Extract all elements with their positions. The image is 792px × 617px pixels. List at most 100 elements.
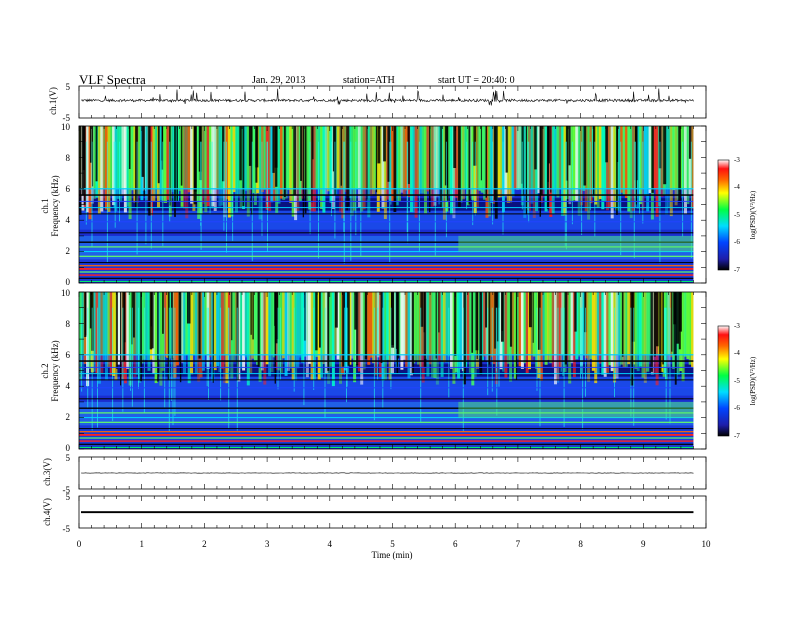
ch1-spec-dark-streak	[311, 126, 312, 202]
ch2-spec-dark-streak	[120, 292, 121, 385]
ch1-spec-sferic-streak	[360, 142, 361, 257]
ch2-spec-narrowband-line	[79, 379, 693, 380]
ch1-spec-dark-streak	[305, 126, 307, 213]
x-tick-label-10: 10	[702, 539, 712, 549]
ch1-spec-dark-streak	[242, 126, 244, 206]
x-tick-label-2: 2	[202, 539, 207, 549]
ch1-spec-dark-streak	[550, 126, 551, 193]
ch1-cb-tick-m7: -7	[734, 266, 740, 274]
ch1-spec-narrowband-line	[79, 194, 693, 196]
ch1-cb-tick-m4: -4	[734, 183, 740, 191]
x-tick-label-0: 0	[77, 539, 82, 549]
ch1-channel-label: ch.1	[40, 198, 50, 213]
ch1-colorbar-label: log(PSD)(V²/Hz)	[749, 190, 757, 239]
ch1-spec-sferic-streak	[200, 142, 201, 226]
ch1-spec-dark-streak	[96, 126, 98, 181]
ch1-spec-dark-streak	[83, 126, 85, 170]
ch1-spec-narrowband-line	[79, 278, 693, 279]
ch1-spec-sferic-streak	[407, 142, 408, 244]
ch1-spec-late-band	[458, 236, 693, 252]
ch2-spec-sferic-streak	[496, 308, 497, 372]
ch2-spec-dark-streak	[213, 292, 214, 383]
ch2-spec-dark-streak	[335, 292, 338, 328]
ch1-spec-dark-streak	[678, 126, 681, 203]
ch1-spec-narrowband-line	[79, 281, 693, 282]
ch2-spec-sferic-streak	[313, 308, 314, 390]
x-tick-label-6: 6	[453, 539, 458, 549]
ch1-spec-dark-streak	[129, 126, 131, 169]
ch1-spectrogram-panel: ch.1 Frequency (kHz) 10 8 6 4 2 0	[40, 122, 706, 287]
ch1-spec-dark-streak	[144, 126, 145, 196]
ch1-spec-dark-streak	[90, 126, 92, 163]
ch1-spec-dark-streak	[239, 126, 242, 180]
ch1-spec-dark-streak	[651, 126, 653, 193]
ch2-spec-sferic-streak	[237, 308, 238, 431]
ch1-frequency-ylabel: Frequency (kHz)	[50, 175, 60, 236]
ch1-spec-sferic-streak	[162, 142, 163, 246]
ch1-spec-sferic-streak	[114, 142, 115, 208]
x-tick-label-9: 9	[641, 539, 646, 549]
start-time-label: start UT = 20:40: 0	[438, 75, 515, 86]
ch2-spec-sferic-streak	[280, 308, 281, 380]
ch1-spec-dark-streak	[486, 126, 488, 198]
ch1-spec-dark-streak	[534, 126, 537, 169]
ch1-spec-sferic-streak	[212, 142, 213, 209]
ch1-spec-dark-streak	[663, 126, 666, 184]
ch2-cb-tick-m6: -6	[734, 404, 740, 412]
ch2-spec-dark-streak	[365, 292, 367, 359]
ch2-spec-dark-streak	[319, 292, 321, 348]
x-tick-label-8: 8	[578, 539, 583, 549]
ch2-spec-sferic-streak	[390, 308, 391, 389]
ch2-spec-dark-streak	[679, 292, 681, 349]
ch2-spec-dark-streak	[654, 292, 656, 357]
date-label: Jan. 29, 2013	[252, 75, 305, 86]
ch3-waveform-ylabel: ch.3(V)	[42, 458, 52, 486]
ch2-spec-dark-streak	[354, 292, 357, 330]
ch1-spec-sferic-streak	[318, 142, 319, 259]
ch1-freq-tick-0: 0	[66, 277, 71, 287]
ch4-ytick-top: 5	[66, 492, 71, 502]
ch4-waveform-trace	[81, 511, 693, 513]
ch2-spec-narrowband-line	[79, 447, 693, 448]
ch2-channel-label: ch.2	[40, 363, 50, 378]
ch1-spec-dark-streak	[194, 126, 197, 192]
ch2-spec-sferic-streak	[81, 308, 82, 392]
ch2-spec-sferic-streak	[537, 308, 538, 391]
ch1-spec-narrowband-line	[79, 221, 693, 222]
ch2-cb-tick-m5: -5	[734, 377, 740, 385]
ch1-spec-dark-streak	[481, 126, 482, 180]
ch1-spec-sferic-streak	[334, 142, 335, 239]
ch2-spec-narrowband-line	[79, 398, 693, 399]
ch2-spec-dark-streak	[162, 292, 164, 334]
ch2-spec-dark-streak	[529, 292, 532, 327]
ch2-spec-sferic-streak	[630, 308, 631, 417]
ch1-spec-dark-streak	[523, 126, 524, 196]
ch1-spec-sferic-streak	[590, 142, 591, 211]
ch2-spec-sferic-streak	[87, 308, 88, 409]
ch2-spec-dark-streak	[179, 292, 181, 362]
ch2-spec-sferic-streak	[420, 308, 421, 423]
ch1-freq-tick-10: 10	[61, 122, 71, 132]
ch4-ytick-bottom: -5	[63, 524, 71, 534]
ch2-spec-narrowband-line	[79, 431, 693, 432]
ch2-spec-sferic-streak	[664, 308, 665, 373]
ch1-spec-sferic-streak	[86, 142, 87, 225]
ch1-spec-sferic-streak	[635, 142, 636, 208]
ch2-spec-narrowband-line	[79, 434, 693, 436]
ch2-spec-dark-streak	[424, 292, 427, 367]
ch2-spec-narrowband-line	[79, 367, 693, 368]
ch1-spec-sferic-streak	[528, 142, 529, 223]
ch2-spec-sferic-streak	[130, 308, 131, 391]
ch2-spec-sferic-streak	[344, 308, 345, 375]
ch1-spec-sferic-streak	[267, 142, 268, 252]
ch2-spec-dark-streak	[656, 292, 659, 346]
ch1-spec-dark-streak	[293, 126, 296, 195]
ch1-spec-narrowband-line	[79, 213, 693, 214]
ch1-spec-narrowband-line	[79, 188, 693, 189]
ch1-spec-dark-streak	[275, 126, 277, 187]
ch1-spec-sferic-streak	[472, 142, 473, 225]
ch1-colorbar: -3 -4 -5 -6 -7 log(PSD)(V²/Hz)	[718, 156, 757, 274]
ch2-spec-dark-streak	[676, 292, 679, 344]
ch1-spec-sferic-streak	[389, 142, 390, 263]
